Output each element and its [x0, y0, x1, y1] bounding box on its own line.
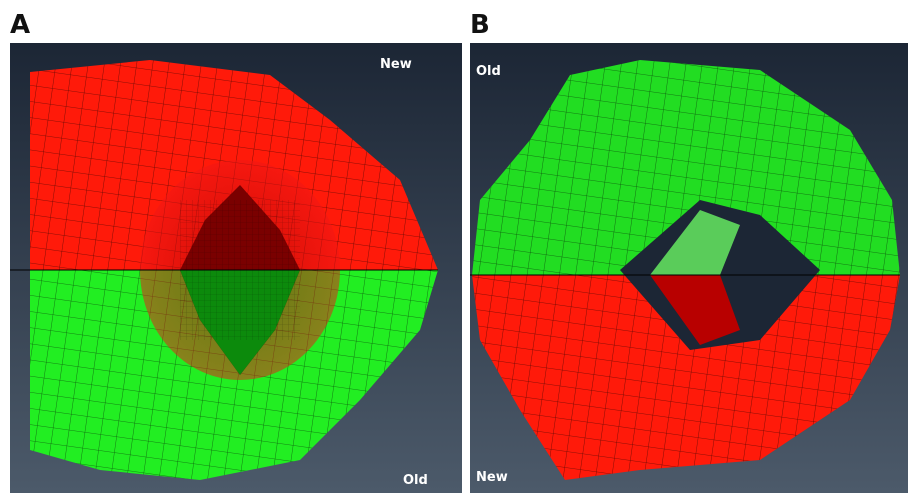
top-label: New [380, 57, 412, 72]
panel-label: B [470, 10, 490, 40]
panel-label: A [10, 10, 30, 40]
panel-a: A New Old [10, 10, 462, 493]
top-label: Old [476, 64, 501, 79]
figure: A New Old B Old New [0, 0, 910, 495]
page: A New Old B Old New (() => { const data … [0, 0, 910, 495]
bottom-label: Old [403, 473, 428, 488]
panel-b: B Old New [470, 10, 908, 493]
bottom-label: New [476, 470, 508, 485]
